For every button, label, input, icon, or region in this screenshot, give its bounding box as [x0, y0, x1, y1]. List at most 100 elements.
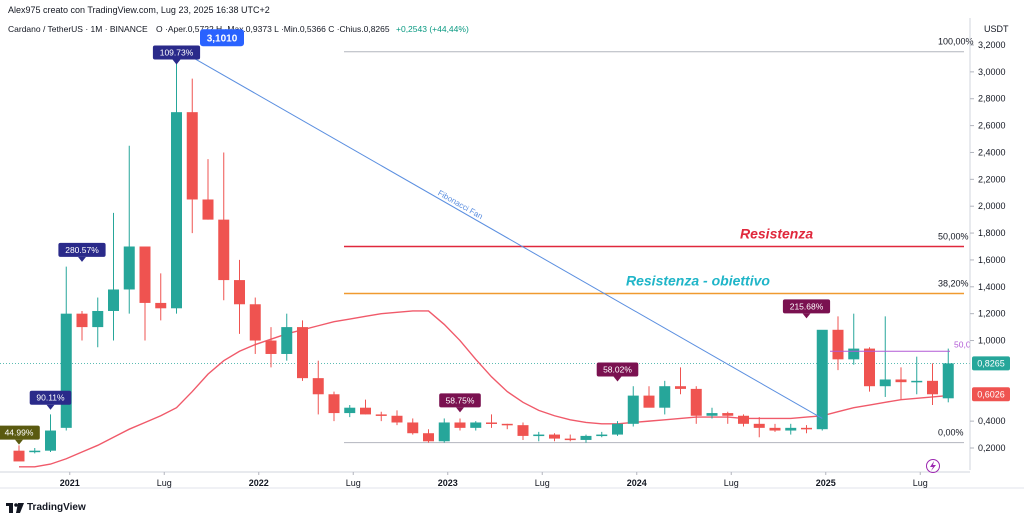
top-price-marker: 3,1010	[200, 29, 244, 47]
y-tick-label: 2,4000	[978, 147, 1006, 157]
candle-body	[864, 348, 875, 387]
moving-average	[19, 310, 949, 468]
lightning-icon[interactable]	[926, 459, 940, 473]
candle	[690, 386, 702, 424]
candle	[454, 418, 466, 431]
candle-body	[675, 386, 686, 389]
candle	[202, 159, 214, 220]
tv-icon	[6, 502, 24, 513]
badge-box	[782, 299, 831, 314]
badge-pointer	[613, 376, 622, 382]
price-tag-text: 0,8265	[977, 358, 1005, 368]
candle	[45, 414, 56, 453]
candle	[76, 310, 88, 341]
badge-text: 58.02%	[603, 364, 632, 374]
candle-body	[454, 422, 466, 428]
candle	[879, 316, 891, 397]
lightning-icon-bolt	[930, 461, 936, 471]
candle-body	[234, 280, 245, 305]
candle	[816, 329, 828, 431]
candle-body	[722, 413, 734, 416]
badge-text: 44.99%	[5, 428, 34, 438]
candle-body	[13, 450, 25, 462]
candle	[234, 259, 245, 334]
y-tick-label: 1,6000	[978, 255, 1006, 265]
candle-body	[848, 348, 860, 360]
candle	[360, 399, 371, 415]
candle	[438, 418, 450, 443]
candle-body	[438, 422, 450, 442]
change-value: +0,2543 (+44,44%)	[396, 24, 469, 34]
y-tick-label: 2,6000	[978, 121, 1006, 131]
candle-body	[123, 246, 135, 290]
x-tick-label: Lug	[913, 478, 928, 488]
fibonacci-fan[interactable]: 50,0 Fibonacci Fan	[194, 57, 971, 419]
badge-pointer	[15, 439, 23, 445]
y-tick-label: 1,2000	[978, 309, 1006, 319]
fib-level-label: 100,00%	[938, 37, 974, 47]
y-tick-label: 0,4000	[978, 416, 1006, 426]
candle	[659, 380, 671, 415]
percent-badge: 215.68%	[782, 299, 831, 319]
candle-body	[706, 413, 718, 416]
candle	[13, 445, 25, 462]
tradingview-logo[interactable]: TradingView	[6, 502, 86, 513]
candle	[832, 316, 844, 371]
x-tick-label: 2025	[816, 478, 836, 488]
badge-text: 109.73%	[160, 47, 194, 57]
symbol-label[interactable]: Cardano / TetherUS · 1M · BINANCE	[8, 24, 148, 34]
fibonacci-fan-line	[194, 57, 823, 419]
price-tag-box	[972, 356, 1010, 371]
y-tick-label: 0,2000	[978, 443, 1006, 453]
percent-badge: 280.57%	[58, 242, 106, 262]
candle-body	[816, 329, 828, 430]
candle-body	[375, 414, 387, 416]
y-tick-label: 1,0000	[978, 336, 1006, 346]
fib-level-label: 38,20%	[938, 279, 969, 289]
candle	[60, 266, 72, 431]
candle-body	[517, 425, 529, 436]
badge-text: 58.75%	[446, 395, 475, 405]
candle-body	[312, 378, 324, 395]
candle-body	[659, 386, 671, 408]
candle	[249, 297, 261, 354]
candle	[218, 152, 230, 301]
candle	[753, 417, 765, 438]
top-marker-text: 3,1010	[207, 33, 238, 44]
top-marker-box	[200, 29, 244, 47]
x-tick-label: 2022	[249, 478, 269, 488]
price-axis[interactable]: USDT 3,2000 3,0000 2,8000 2,6000 2,4000 2,2000…	[969, 18, 1010, 470]
candle	[738, 414, 749, 427]
candle-body	[486, 422, 497, 424]
candle-body	[580, 435, 592, 440]
candle	[580, 434, 592, 443]
percent-badge: 58.02%	[596, 362, 639, 382]
candle-body	[92, 310, 104, 328]
candle-body	[533, 434, 545, 437]
candle	[942, 348, 954, 403]
candle	[549, 433, 560, 442]
candle-body	[328, 394, 340, 414]
candle-body	[139, 246, 151, 303]
candle-body	[202, 199, 214, 220]
candle	[344, 405, 356, 418]
candle-body	[942, 363, 954, 399]
candle-body	[549, 434, 560, 439]
candle	[108, 212, 119, 341]
candle	[297, 320, 308, 381]
candle-body	[753, 423, 765, 428]
badge-pointer	[46, 404, 55, 410]
candle	[864, 347, 875, 392]
candle-body	[785, 427, 797, 431]
candle	[675, 367, 686, 395]
tradingview-brand: TradingView	[27, 502, 86, 513]
candle	[643, 386, 655, 408]
candle-body	[76, 313, 88, 328]
percent-badge: 44.99%	[0, 425, 40, 445]
level-lines: 100,00% 50,00% 38,20% 0,00% Resistenza Resist…	[0, 37, 974, 444]
badge-pointer	[172, 59, 181, 65]
candle-body	[895, 379, 907, 383]
candle-body	[423, 433, 434, 442]
time-axis[interactable]: 2021 Lug 2022 Lug 2023 Lug 2024 Lug 2025 Lug	[0, 459, 1024, 489]
